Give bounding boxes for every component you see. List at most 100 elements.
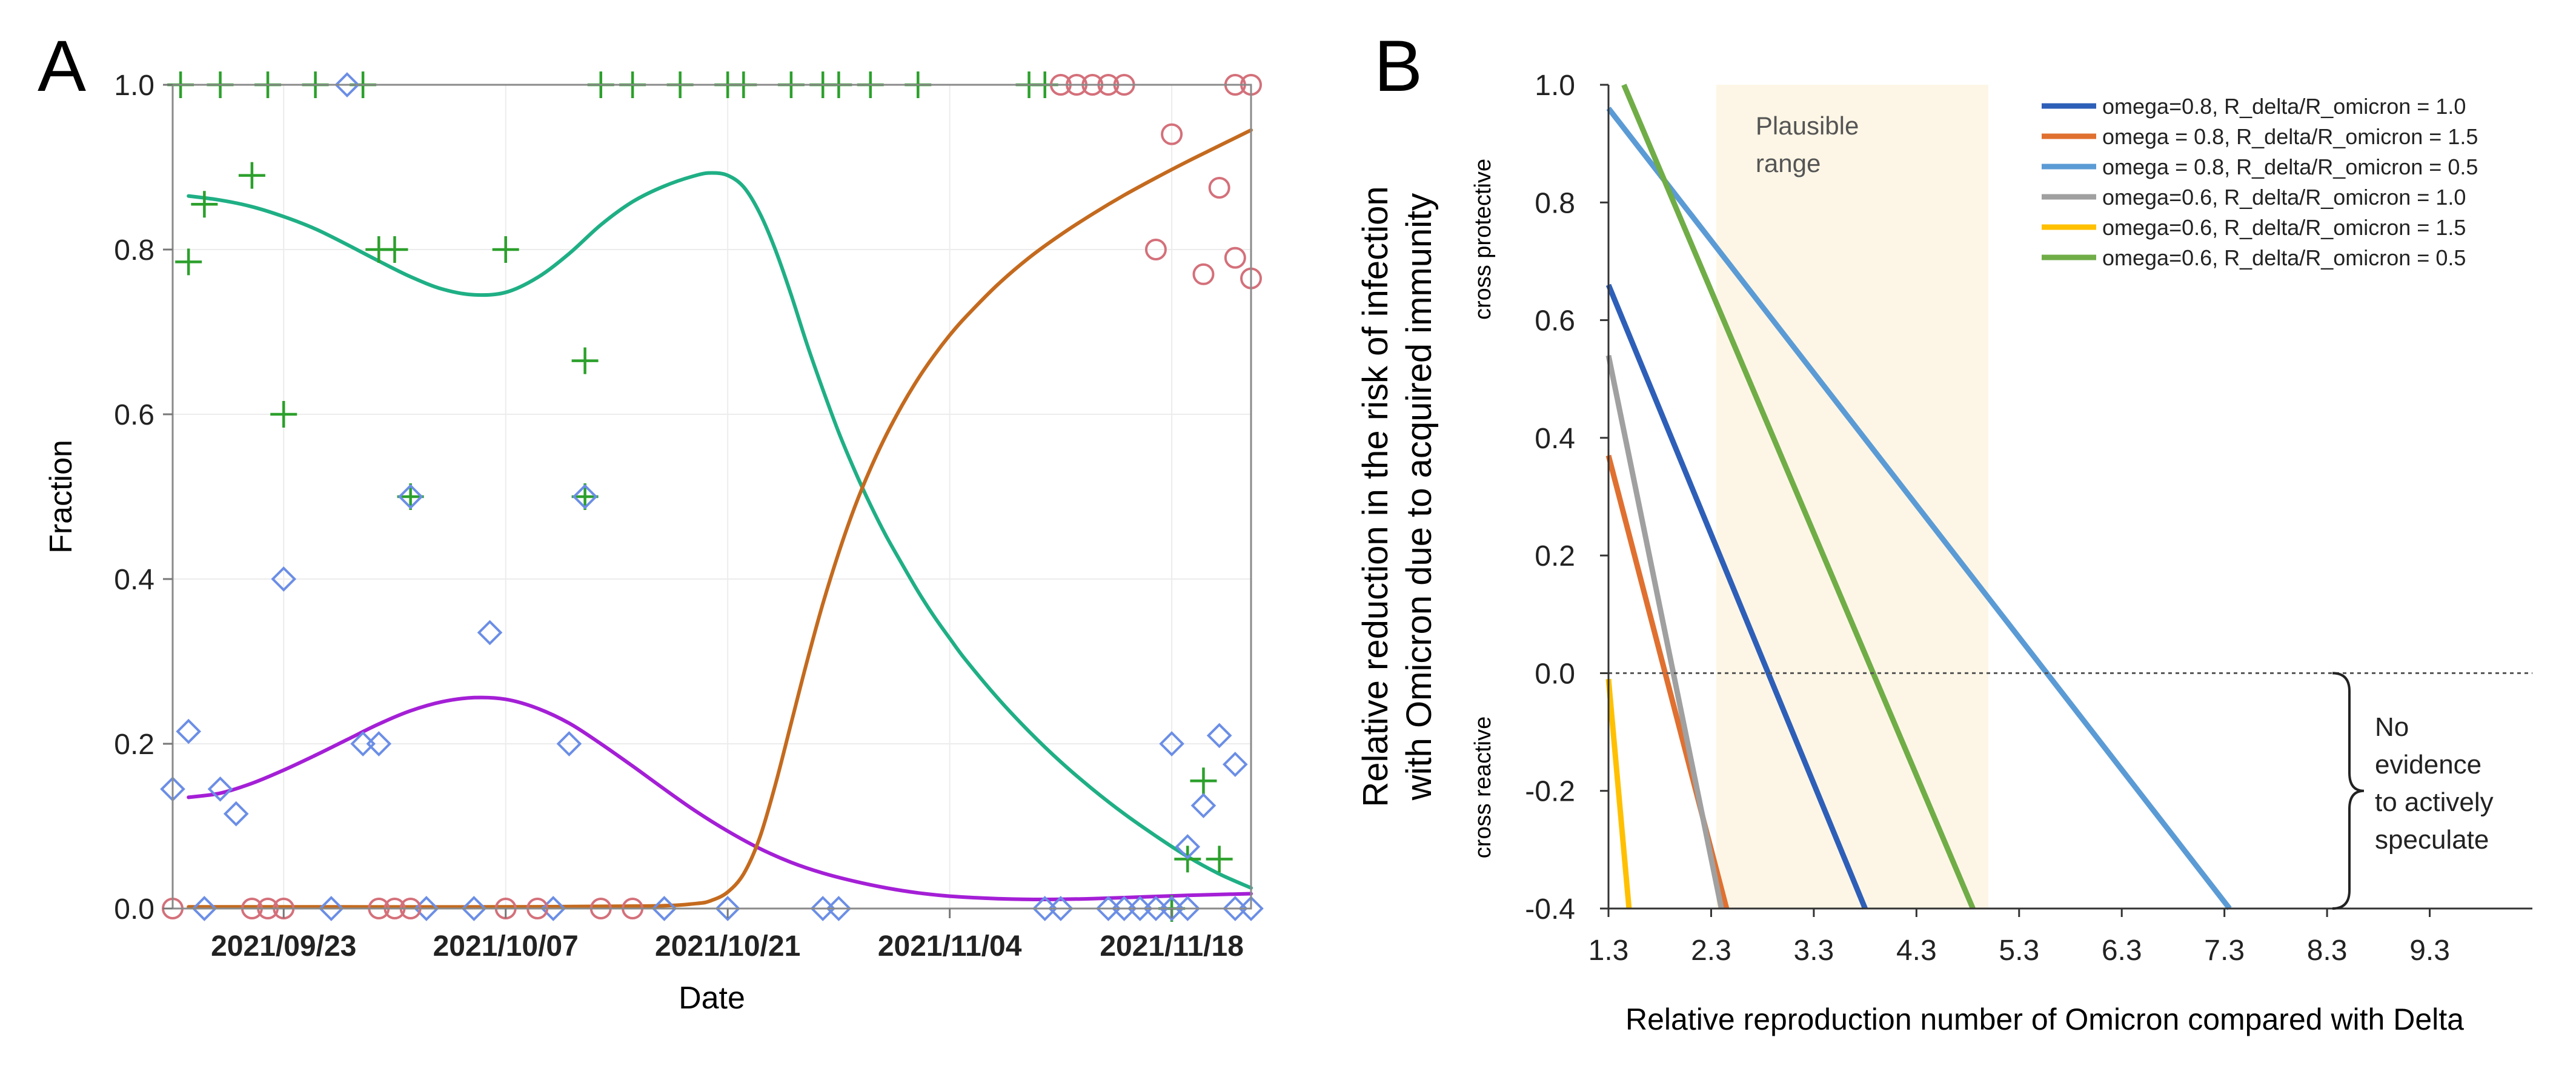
diamond-marker — [1048, 896, 1074, 921]
diamond-marker — [318, 896, 344, 921]
b-x-tick-label: 7.3 — [2204, 935, 2245, 967]
b-y-axis-label-line1: Relative reduction in the risk of infect… — [1356, 186, 1395, 807]
b-x-tick-label: 8.3 — [2307, 935, 2348, 967]
purple-fit-curve — [187, 695, 1253, 902]
a-y-tick-label: 0.8 — [114, 234, 154, 266]
b-y-tick-label: 0.4 — [1535, 423, 1575, 455]
plus-marker — [492, 236, 519, 263]
b-y-tick-label: 0.2 — [1535, 540, 1575, 572]
b-y-tick-label: 0.0 — [1535, 658, 1575, 690]
diamond-marker — [397, 484, 423, 509]
b-region-label-lower: cross reactive — [1470, 717, 1496, 858]
a-y-tick-label: 1.0 — [114, 70, 154, 102]
b-series-line-4 — [1605, 354, 1724, 909]
b-x-tick-label: 1.3 — [1588, 935, 1629, 967]
b-annotation-bracket — [2332, 672, 2365, 910]
plus-marker — [238, 162, 265, 189]
b-legend-label: omega = 0.8, R_delta/R_omicron = 0.5 — [2102, 154, 2478, 179]
plus-marker — [270, 401, 297, 428]
diamond-marker — [366, 731, 392, 756]
a-x-tick-label: 2021/10/21 — [655, 930, 800, 962]
circle-marker — [1208, 177, 1230, 199]
diamond-marker — [477, 620, 503, 646]
diamond-marker — [572, 484, 598, 509]
a-x-tick-label: 2021/10/07 — [433, 930, 579, 962]
diamond-marker — [1206, 723, 1232, 749]
b-legend-label: omega=0.6, R_delta/R_omicron = 1.5 — [2102, 215, 2466, 240]
b-x-tick-label: 4.3 — [1896, 935, 1937, 967]
a-y-axis-label: Fraction — [44, 440, 79, 554]
plus-marker — [397, 483, 424, 510]
a-plot-frame — [171, 84, 1252, 910]
diamond-marker — [191, 896, 217, 921]
plus-marker — [1206, 846, 1233, 873]
a-curves — [187, 128, 1253, 909]
b-x-tick-label: 9.3 — [2409, 935, 2450, 967]
b-y-axis-label-line2: with Omicron due to acquired immunity — [1399, 193, 1439, 801]
diamond-marker — [1159, 731, 1184, 756]
b-series-line-5 — [1605, 678, 1632, 909]
diamond-marker — [715, 896, 741, 921]
plus-marker — [571, 483, 599, 510]
b-x-tick-label: 2.3 — [1691, 935, 1731, 967]
plus-marker — [191, 191, 218, 218]
circle-marker — [1224, 247, 1246, 269]
a-x-tick-label: 2021/11/04 — [878, 930, 1022, 962]
plausible-range-rect — [1716, 85, 1988, 909]
circle-marker — [1192, 263, 1215, 285]
panel-a: A 2021/09/23 2021/10/07 2021/10/21 2021/11/… — [38, 25, 1264, 1016]
plus-marker — [175, 248, 202, 276]
b-series-line-3 — [1606, 107, 2232, 910]
a-y-tick-label: 0.0 — [114, 893, 154, 925]
b-legend-label: omega=0.6, R_delta/R_omicron = 1.0 — [2102, 185, 2466, 210]
b-annotation-text: speculate — [2375, 825, 2489, 855]
b-y-tick-label: 0.8 — [1535, 187, 1575, 219]
b-legend-label: omega=0.6, R_delta/R_omicron = 0.5 — [2102, 245, 2466, 270]
diamond-marker — [826, 896, 852, 921]
b-annotation-text: evidence — [2375, 750, 2481, 780]
plausible-range-label: range — [1756, 149, 1821, 177]
diamond-marker — [271, 566, 297, 592]
b-series-line-1 — [1605, 283, 1868, 910]
b-y-tick-label: 0.6 — [1535, 305, 1575, 337]
b-legend-label: omega = 0.8, R_delta/R_omicron = 1.5 — [2102, 124, 2478, 149]
a-y-tick-label: 0.2 — [114, 729, 154, 761]
diamond-marker — [1238, 896, 1264, 921]
panel-a-letter: A — [38, 25, 86, 107]
b-annotation-text: to actively — [2375, 787, 2494, 817]
b-legend-label: omega=0.8, R_delta/R_omicron = 1.0 — [2102, 94, 2466, 119]
panel-b-letter: B — [1374, 25, 1422, 107]
plus-marker — [571, 347, 599, 374]
b-axes: 1.0 0.8 0.6 0.4 0.2 0.0 -0.2 -0.4 1.3 2.3 3.3 4.3 5.… — [1525, 70, 2532, 967]
b-series-lines — [1605, 84, 2232, 910]
diamond-marker — [207, 776, 233, 802]
plus-marker — [1190, 767, 1217, 795]
b-annotation-text: No — [2375, 712, 2409, 742]
b-region-label-upper: cross protective — [1470, 159, 1496, 320]
a-x-axis-label: Date — [679, 981, 745, 1016]
a-y-tick-label: 0.4 — [114, 564, 154, 596]
green-fit-curve — [187, 171, 1253, 890]
a-x-tick-label: 2021/11/18 — [1100, 930, 1244, 962]
diamond-marker — [461, 896, 487, 921]
plausible-range-label: Plausible — [1756, 111, 1859, 140]
diamond-marker — [1222, 752, 1248, 777]
b-x-tick-label: 3.3 — [1794, 935, 1834, 967]
b-x-tick-label: 5.3 — [1999, 935, 2039, 967]
diamond-marker — [651, 896, 677, 921]
b-y-tick-label: -0.4 — [1525, 893, 1575, 925]
circle-marker — [1144, 239, 1167, 260]
diamond-marker — [556, 731, 582, 756]
b-annotation: No evidence to actively speculate — [2332, 672, 2494, 910]
panel-b: B Plausible range 1.0 0.8 0.6 0.4 0.2 0.0 -0.2 -… — [1356, 25, 2532, 1036]
diamond-marker — [1190, 793, 1217, 818]
a-x-tick-label: 2021/09/23 — [211, 930, 356, 962]
circle-marker — [1161, 123, 1183, 145]
a-y-tick-label: 0.6 — [114, 399, 154, 431]
diamond-marker — [1175, 834, 1201, 859]
diamond-marker — [223, 801, 249, 827]
b-x-axis-label: Relative reproduction number of Omicron … — [1625, 1002, 2464, 1036]
diamond-marker — [176, 718, 202, 744]
b-legend: omega=0.8, R_delta/R_omicron = 1.0 omega … — [2042, 94, 2478, 270]
